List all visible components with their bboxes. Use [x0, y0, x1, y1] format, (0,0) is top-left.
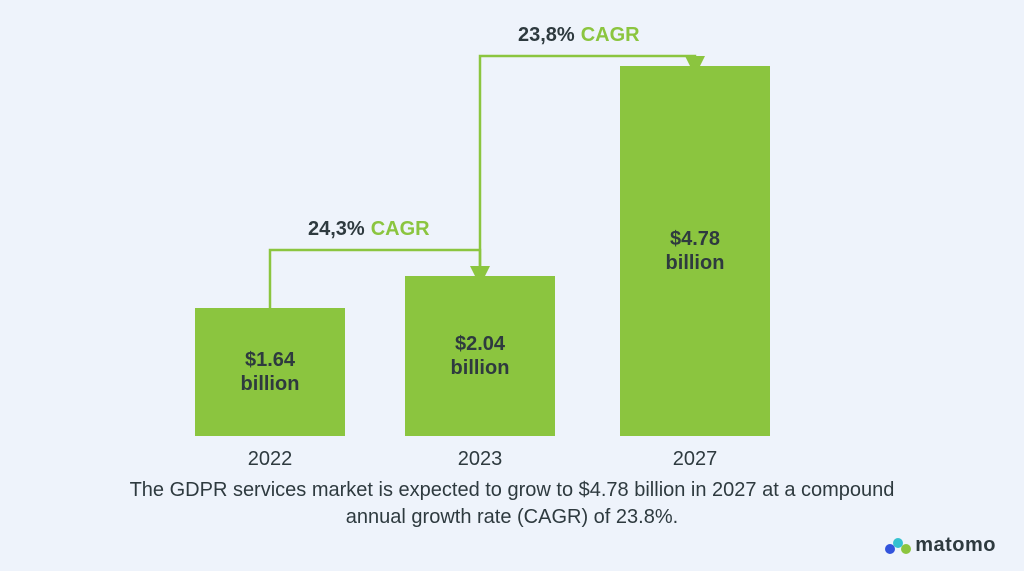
bar-value-unit: billion [451, 356, 510, 380]
bar-2022: $1.64 billion [195, 308, 345, 436]
bar-2027: $4.78 billion [620, 66, 770, 436]
bar-value-amount: $2.04 [455, 332, 505, 356]
cagr-percent-2: 23,8% [518, 24, 575, 46]
bar-value-amount: $1.64 [245, 348, 295, 372]
x-label-2022: 2022 [195, 448, 345, 471]
cagr-label-1: 24,3% CAGR [308, 218, 430, 241]
cagr-word-1: CAGR [371, 218, 430, 240]
matomo-logo-mark-icon [885, 537, 911, 555]
cagr-word-2: CAGR [581, 24, 640, 46]
matomo-logo: matomo [885, 534, 996, 557]
bar-value-unit: billion [241, 372, 300, 396]
cagr-label-2: 23,8% CAGR [518, 24, 640, 47]
matomo-logo-text: matomo [915, 534, 996, 557]
caption-text: The GDPR services market is expected to … [0, 477, 1024, 531]
x-label-2023: 2023 [405, 448, 555, 471]
bar-value-unit: billion [666, 251, 725, 275]
bar-2023: $2.04 billion [405, 276, 555, 436]
bar-value-amount: $4.78 [670, 227, 720, 251]
infographic-canvas: 24,3% CAGR 23,8% CAGR $1.64 billion $2.04 … [0, 0, 1024, 571]
x-label-2027: 2027 [620, 448, 770, 471]
cagr-percent-1: 24,3% [308, 218, 365, 240]
